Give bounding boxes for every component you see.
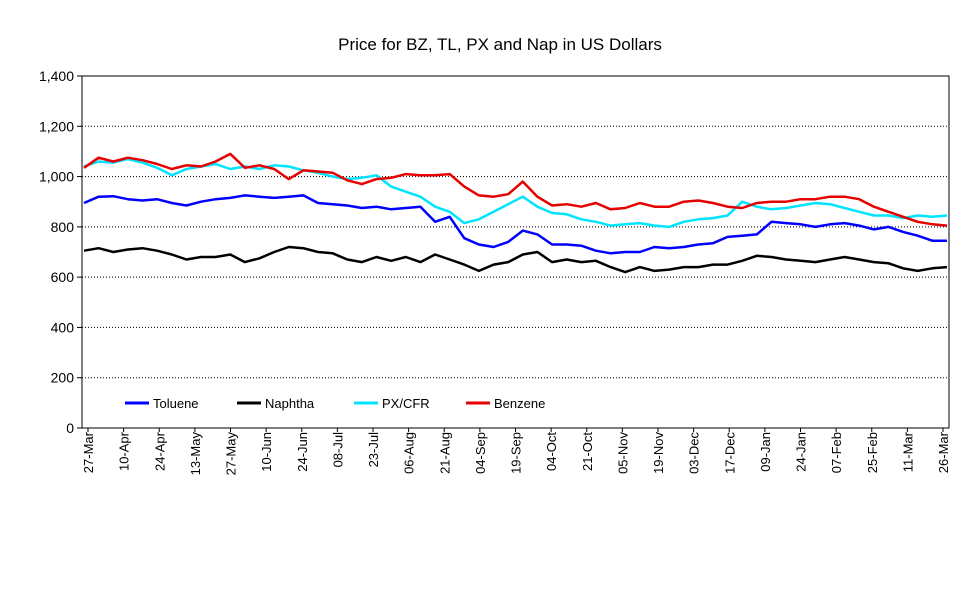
y-tick-label: 400 [51, 319, 75, 335]
x-tick-label: 23-Jul [366, 432, 381, 468]
x-tick-label: 24-Jan [794, 432, 809, 472]
x-tick-label: 19-Nov [651, 432, 666, 474]
x-tick-label: 10-Apr [117, 431, 132, 471]
legend-label: Naphtha [265, 396, 315, 411]
y-axis-ticks: 0 200 400 600 800 1,000 1,200 1,400 [39, 68, 82, 436]
x-tick-label: 17-Dec [722, 432, 737, 474]
legend-label: PX/CFR [382, 396, 430, 411]
series-line-px-cfr [83, 157, 948, 229]
y-tick-label: 800 [51, 219, 75, 235]
x-tick-label: 21-Oct [580, 432, 595, 471]
x-tick-label: 19-Sep [509, 432, 524, 474]
chart-title: Price for BZ, TL, PX and Nap in US Dolla… [338, 35, 662, 54]
x-tick-label: 21-Aug [437, 432, 452, 474]
y-tick-label: 0 [66, 420, 74, 436]
x-tick-label: 24-Jun [295, 432, 310, 472]
x-tick-label: 26-Mar [936, 431, 951, 473]
y-tick-label: 1,200 [39, 118, 74, 134]
series-line-toluene [83, 194, 947, 255]
y-tick-label: 200 [51, 370, 75, 386]
x-tick-label: 03-Dec [687, 432, 702, 474]
x-tick-label: 04-Oct [544, 432, 559, 471]
y-tick-label: 600 [51, 269, 75, 285]
x-tick-label: 27-May [224, 432, 239, 476]
legend-label: Toluene [153, 396, 199, 411]
series-line-naphtha [83, 245, 948, 274]
plot-area [81, 75, 950, 429]
x-tick-label: 05-Nov [615, 432, 630, 474]
legend: Toluene Naphtha PX/CFR Benzene [125, 396, 545, 411]
x-tick-label: 25-Feb [865, 432, 880, 473]
x-tick-label: 11-Mar [900, 431, 915, 472]
x-tick-label: 27-Mar [81, 431, 96, 473]
y-tick-label: 1,000 [39, 169, 74, 185]
series-lines [83, 152, 948, 274]
x-tick-label: 24-Apr [152, 431, 167, 471]
x-tick-label: 06-Aug [402, 432, 417, 474]
x-tick-label: 10-Jun [259, 432, 274, 472]
y-tick-label: 1,400 [39, 68, 74, 84]
x-tick-label: 13-May [188, 432, 203, 476]
x-axis-ticks: 27-Mar 10-Apr 24-Apr 13-May 27-May 10-Jun 24-J… [81, 428, 951, 475]
x-tick-label: 04-Sep [473, 432, 488, 474]
x-tick-label: 08-Jul [330, 432, 345, 468]
legend-label: Benzene [494, 396, 545, 411]
series-line-benzene [83, 152, 948, 227]
grid-lines [82, 125, 949, 379]
x-tick-label: 07-Feb [829, 432, 844, 473]
x-tick-label: 09-Jan [758, 432, 773, 472]
